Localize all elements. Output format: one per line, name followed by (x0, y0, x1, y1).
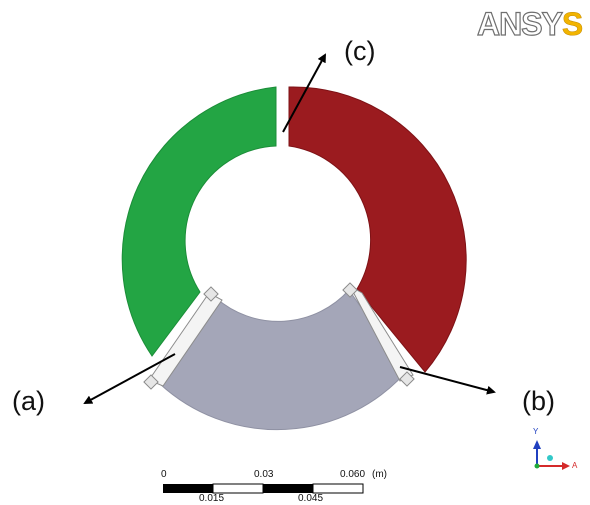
gray-region[interactable] (159, 289, 407, 431)
scale-tick-0015: 0.015 (199, 493, 225, 504)
ansys-logo: ANSYS (476, 6, 583, 42)
callout-label-b: (b) (522, 386, 555, 416)
callout-arrow-b (399, 366, 496, 395)
interface-face-left[interactable] (148, 292, 223, 387)
green-region[interactable] (121, 86, 277, 357)
red-region[interactable] (288, 86, 467, 373)
vertex-markers (143, 282, 415, 390)
scale-tick-0045: 0.045 (298, 493, 324, 504)
interface-face-right[interactable] (348, 284, 414, 382)
callout-arrow-a (83, 353, 176, 404)
vertex-marker (143, 374, 159, 390)
scale-bar (163, 483, 364, 494)
triad-y-label: Y (533, 427, 539, 436)
callout-arrow-c (282, 53, 326, 133)
vertex-marker (342, 282, 358, 298)
callout-label-c: (c) (344, 36, 376, 66)
vertex-marker (203, 286, 219, 302)
vertex-marker (399, 371, 415, 387)
scale-tick-0060: 0.060 (340, 469, 366, 480)
scale-tick-003: 0.03 (254, 469, 274, 480)
axis-triad (533, 440, 570, 470)
callout-label-a: (a) (12, 386, 45, 416)
triad-x-label: A (572, 461, 578, 470)
scale-tick-0: 0 (161, 469, 167, 480)
scale-unit: (m) (372, 469, 387, 480)
